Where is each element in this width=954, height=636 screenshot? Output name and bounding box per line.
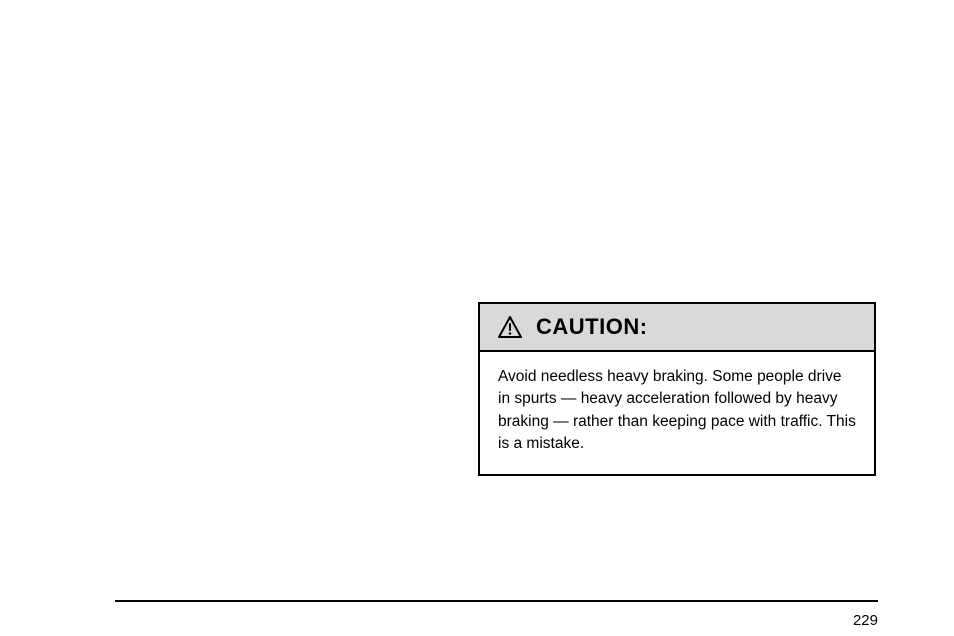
page-number: 229	[853, 612, 878, 629]
caution-box: CAUTION: Avoid needless heavy braking. S…	[478, 302, 876, 476]
caution-header: CAUTION:	[480, 304, 874, 352]
caution-label: CAUTION:	[536, 314, 648, 340]
footer-rule	[115, 600, 878, 602]
caution-body-text: Avoid needless heavy braking. Some peopl…	[480, 352, 874, 474]
warning-icon	[498, 316, 522, 338]
manual-page: CAUTION: Avoid needless heavy braking. S…	[0, 0, 954, 636]
